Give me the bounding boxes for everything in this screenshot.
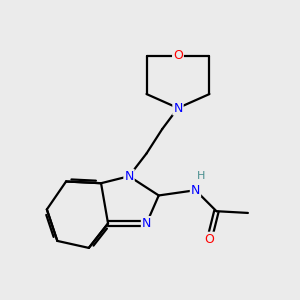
Text: N: N	[173, 101, 183, 115]
Text: H: H	[196, 171, 205, 181]
Text: N: N	[142, 217, 151, 230]
Text: O: O	[205, 233, 214, 246]
Text: N: N	[191, 184, 200, 197]
Text: N: N	[124, 170, 134, 183]
Text: O: O	[173, 49, 183, 62]
